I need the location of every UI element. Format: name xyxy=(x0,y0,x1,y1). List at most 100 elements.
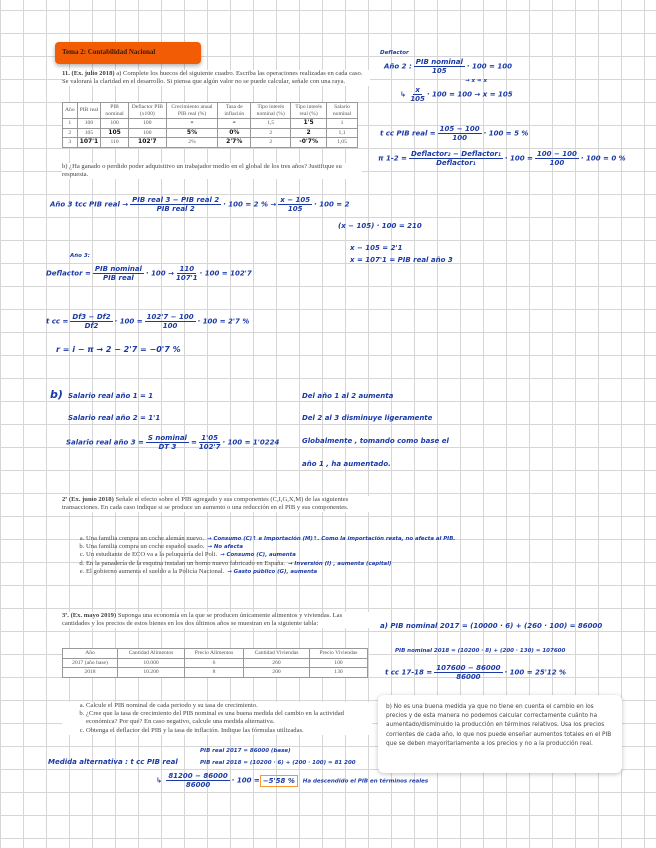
answer-b-textbox[interactable]: b) No es una buena medida ya que no tien… xyxy=(378,695,622,773)
note-eq1: (x − 105) · 100 = 210 xyxy=(338,222,422,230)
item-text: El gobierno aumenta el sueldo a la Polic… xyxy=(86,567,225,575)
q1-heading: 11. (Ex. julio 2018) xyxy=(62,70,115,77)
table-row: 2018 10.200 8 200 130 xyxy=(61,667,369,678)
note-conclusion4: año 1 , ha aumentado. xyxy=(302,460,391,468)
note-eq2: x − 105 = 2'1 xyxy=(350,244,403,252)
table-cell: 2 xyxy=(62,127,78,138)
q1-statement: 11. (Ex. julio 2018) a) Complete los hue… xyxy=(62,70,370,87)
note-b-label: b) xyxy=(50,388,63,401)
handwritten-answer: → Consumo (C), aumenta xyxy=(220,552,296,559)
table-cell: -0'7% xyxy=(290,137,328,148)
handwritten-answer: → Gasto público (G), aumenta xyxy=(227,568,318,575)
column-header: Tasa de inflación xyxy=(217,102,252,119)
q3-items: Calcule el PIB nominal de cada periodo y… xyxy=(62,702,372,735)
note-conclusion2: Del 2 al 3 disminuye ligeramente xyxy=(302,414,433,422)
table-cell: 100 xyxy=(127,118,167,129)
note-real-growth: ↳ 81200 − 86000 86000 · 100 = −5'58 % Ha de… xyxy=(156,772,429,789)
table-row: 2 105 105 100 5% 0% 2 2 1,1 xyxy=(62,127,358,138)
item-text: Una familia compra un coche español usad… xyxy=(86,543,205,551)
q1-text: a) Complete los huecos del siguiente cua… xyxy=(62,70,363,86)
note-salary1: Salario real año 1 = 1 xyxy=(68,392,154,400)
note-nominal-2017: a) PIB nominal 2017 = (10000 · 6) + (260… xyxy=(380,622,603,630)
table-cell: 2 xyxy=(290,127,328,138)
column-header: PIB nominal xyxy=(100,102,129,119)
highlighted-result: −5'58 % xyxy=(259,774,298,787)
table-cell: 200 xyxy=(243,667,310,678)
section-title-banner: Tema 2: Contabilidad Nacional xyxy=(55,42,201,64)
column-header: Crecimiento anual PIB real (%) xyxy=(165,102,219,119)
list-item: Una familia compra un coche español usad… xyxy=(86,543,455,551)
table-cell: 2017 (año base) xyxy=(61,657,119,668)
list-item: ¿Cree que la tasa de crecimiento del PIB… xyxy=(86,710,372,726)
table-cell: 260 xyxy=(243,657,310,668)
note-real-2018: PIB real 2018 = (10200 · 6) + (200 · 100… xyxy=(200,760,356,766)
column-header: Cantidad Viviendas xyxy=(243,648,310,659)
handwritten-answer: → No afecta xyxy=(207,544,244,551)
note-real-rate: r = i − π → 2 − 2'7 = −0'7 % xyxy=(56,345,181,354)
note-nominal-2018: PIB nominal 2018 = (10200 · 8) + (200 · … xyxy=(395,648,566,654)
note-deflator-year3: Deflactor = PIB nominal PIB real · 100 → 110… xyxy=(46,265,252,282)
column-header: Precio Alimentos xyxy=(184,648,244,659)
note-year2-deflator: Año 2 : PIB nominal 105 · 100 = 100 xyxy=(384,58,512,75)
q1-b-question: b) ¿Ha ganado o perdido poder adquisitiv… xyxy=(62,163,362,180)
table-cell: 5% xyxy=(165,127,219,138)
table-cell: 1,05 xyxy=(326,137,358,148)
note-conclusion1: Del año 1 al 2 aumenta xyxy=(302,392,394,400)
table-cell: 10.000 xyxy=(117,657,185,668)
q3-table: Año Cantidad Alimentos Precio Alimentos Can… xyxy=(61,648,369,678)
table-cell: 3 xyxy=(62,137,78,148)
list-item: En la panadería de la esquina instalan u… xyxy=(86,560,455,568)
table-cell: 105 xyxy=(100,127,129,138)
note-year3-growth: Año 3 tcc PIB real → PIB real 3 − PIB rea… xyxy=(50,196,350,213)
column-header: Año xyxy=(62,102,78,119)
q2-items: Una familia compra un coche alemán nuevo… xyxy=(62,535,455,576)
item-text: En la panadería de la esquina instalan u… xyxy=(86,559,286,567)
note-inflation-year2: π 1-2 = Deflactor₂ − Deflactor₁ Deflactor₁… xyxy=(378,150,626,167)
table-row: 1 100 100 100– –1,5 1'5 1 xyxy=(62,118,358,129)
table-cell: 1,5 xyxy=(250,118,292,129)
table-cell: 2 xyxy=(250,137,292,148)
table-cell: 10.200 xyxy=(117,667,185,678)
table-cell: – xyxy=(165,118,219,129)
note-salary3: Salario real año 3 = S nominal DT 3 = 1'05 10… xyxy=(66,434,280,451)
note-nominal-growth: t cc 17-18 = 107600 − 86000 86000 · 100 = 2… xyxy=(385,664,567,681)
note-eq3: x = 107'1 = PIB real año 3 xyxy=(350,256,453,264)
list-item: Una familia compra un coche alemán nuevo… xyxy=(86,535,455,543)
note-salary2: Salario real año 2 = 1'1 xyxy=(68,414,161,422)
list-item: Obtenga el deflactor del PIB y la tasa d… xyxy=(86,727,372,735)
table-cell: 1 xyxy=(62,118,78,129)
handwritten-answer: → Consumo (C)↑ e Importación (M)↑. Como … xyxy=(207,536,456,542)
list-item: Un estudiante de ECO va a la peluquería … xyxy=(86,551,455,559)
table-cell: 0% xyxy=(217,127,252,138)
table-cell: 1,1 xyxy=(326,127,358,138)
list-item: Calcule el PIB nominal de cada periodo y… xyxy=(86,702,372,710)
column-header: Deflactor PIB (x100) xyxy=(127,102,167,119)
q2-statement: 2ª (Ex. junio 2018) Señale el efecto sob… xyxy=(62,496,370,513)
table-cell: – xyxy=(217,118,252,129)
note-conclusion3: Globalmente , tomando como base el xyxy=(302,437,449,445)
table-cell: 100 xyxy=(100,118,129,129)
note-inflation-year3: t cc = Df3 − Df2 Df2 · 100 = 102'7 − 100 100 ·… xyxy=(46,313,250,330)
table-cell: 2'7% xyxy=(217,137,252,148)
table-cell: 100 xyxy=(127,127,167,138)
table-cell: 2 xyxy=(250,127,292,138)
q3-statement: 3ª. (Ex. mayo 2019) Suponga una economía… xyxy=(62,612,370,629)
column-header: Salario nominal xyxy=(326,102,358,119)
handwritten-answer: → Inversión (I) , aumenta (capital) xyxy=(288,560,392,567)
note-alt-measure: Medida alternativa : t cc PIB real xyxy=(48,758,178,766)
note-year3-label: Año 3: xyxy=(70,253,90,259)
table-cell: 110 xyxy=(100,137,129,148)
column-header: PIB real xyxy=(76,102,102,119)
table-cell: 6 xyxy=(184,657,244,668)
table-row: 2017 (año base) 10.000 6 260 100 xyxy=(61,657,369,668)
table-cell: 2% xyxy=(165,137,219,148)
column-header: Tipo interés real (%) xyxy=(290,102,328,119)
table-cell: 2018 xyxy=(61,667,119,678)
note-solve-x: ↳ x 105 · 100 = 100 → x = 105 xyxy=(400,86,513,103)
item-text: Un estudiante de ECO va a la peluquería … xyxy=(86,551,218,559)
table-cell: 105 xyxy=(76,127,102,138)
table-cell: 130 xyxy=(308,667,369,678)
column-header: Precio Viviendas xyxy=(308,648,369,659)
table-cell: 107'1 xyxy=(76,137,102,148)
note-growth-year2: t cc PIB real = 105 − 100 100 · 100 = 5 % xyxy=(380,125,529,142)
